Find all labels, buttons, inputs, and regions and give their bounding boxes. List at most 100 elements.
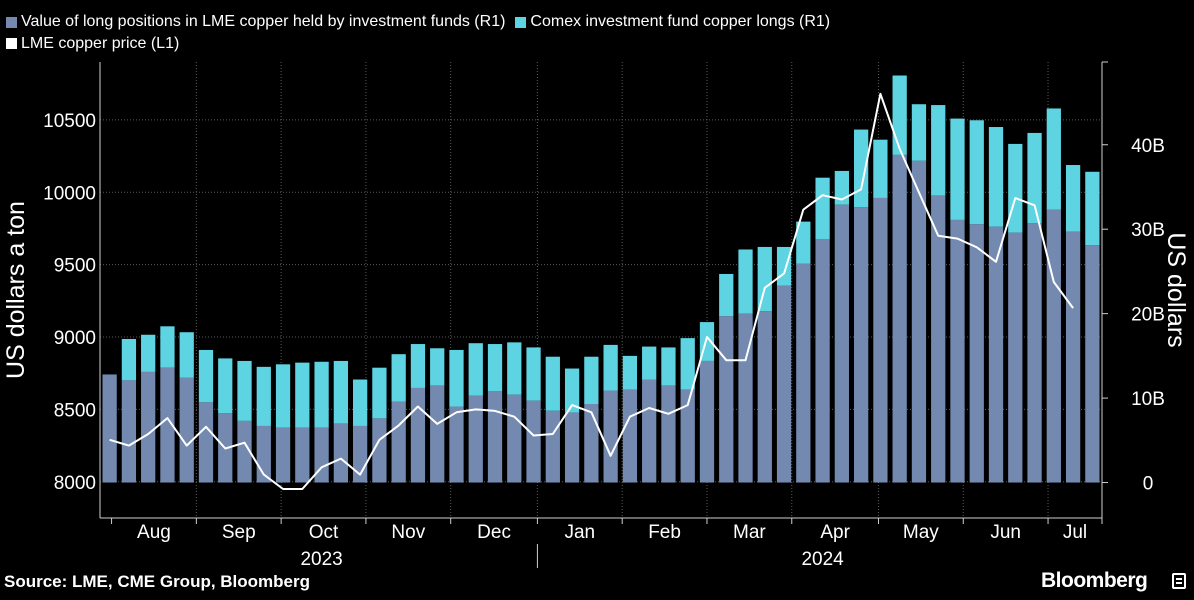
bar-lme-positions xyxy=(1065,231,1081,483)
bar-lme-positions xyxy=(1008,232,1023,483)
x-month-label: Jun xyxy=(990,522,1021,543)
bar-comex-longs xyxy=(757,246,772,312)
y-left-tick-label: 8500 xyxy=(54,400,96,421)
bar-comex-longs xyxy=(796,221,811,264)
bar-lme-positions xyxy=(988,226,1004,483)
y-right-tick-label: 30B xyxy=(1131,220,1165,241)
bar-lme-positions xyxy=(507,394,522,483)
bar-lme-positions xyxy=(622,389,638,483)
x-month-label: Mar xyxy=(733,522,766,543)
y-right-tick-label: 20B xyxy=(1131,305,1165,326)
bar-lme-positions xyxy=(275,427,291,483)
bar-comex-longs xyxy=(815,177,830,240)
bar-lme-positions xyxy=(141,371,156,483)
bar-lme-positions xyxy=(969,224,984,483)
bar-comex-longs xyxy=(179,332,194,378)
bar-comex-longs xyxy=(256,366,271,426)
bar-comex-longs xyxy=(372,367,387,419)
bar-comex-longs xyxy=(160,326,175,368)
bar-lme-positions xyxy=(564,412,580,483)
bar-lme-positions xyxy=(430,385,445,483)
legend-label: LME copper price (L1) xyxy=(21,34,180,52)
bar-comex-longs xyxy=(507,342,522,395)
bar-comex-longs xyxy=(969,120,984,225)
x-month-label: Dec xyxy=(477,522,511,543)
bar-comex-longs xyxy=(1027,132,1042,224)
bar-comex-longs xyxy=(295,362,310,428)
legend-entry: LME copper price (L1) xyxy=(6,34,179,54)
line-lme-copper-price xyxy=(109,92,1074,490)
bar-comex-longs xyxy=(622,355,638,390)
bloomberg-logo: Bloomberg xyxy=(1041,569,1148,592)
bar-lme-positions xyxy=(584,404,599,483)
x-month-label: Apr xyxy=(820,522,850,543)
bar-lme-positions xyxy=(680,389,695,483)
legend-label: Comex investment fund copper longs (R1) xyxy=(530,13,831,30)
bar-comex-longs xyxy=(545,356,560,411)
bar-comex-longs xyxy=(738,249,753,314)
bar-comex-longs xyxy=(892,75,907,155)
bar-comex-longs xyxy=(314,361,329,428)
bar-comex-longs xyxy=(931,105,946,196)
legend-entry: Value of long positions in LME copper he… xyxy=(6,12,505,32)
bar-lme-positions xyxy=(1046,209,1061,483)
bar-comex-longs xyxy=(449,349,464,407)
bar-comex-longs xyxy=(391,354,406,402)
bar-lme-positions xyxy=(815,239,830,483)
bar-comex-longs xyxy=(680,338,695,390)
bar-comex-longs xyxy=(526,347,541,401)
y-right-tick-label: 0 xyxy=(1143,474,1154,495)
bar-comex-longs xyxy=(1046,108,1061,210)
bar-lme-positions xyxy=(950,219,965,483)
y-left-tick-label: 9000 xyxy=(54,328,96,349)
bar-lme-positions xyxy=(1085,245,1100,483)
chart-legend: Value of long positions in LME copper he… xyxy=(6,12,1106,55)
bar-comex-longs xyxy=(198,349,214,403)
bar-comex-longs xyxy=(468,343,483,396)
bar-comex-longs xyxy=(988,127,1004,227)
y-left-axis-title: US dollars a ton xyxy=(2,201,30,379)
legend-swatch xyxy=(6,16,17,28)
bar-comex-longs xyxy=(584,356,599,404)
bar-comex-longs xyxy=(410,344,426,388)
bar-comex-longs xyxy=(430,348,445,386)
bar-lme-positions xyxy=(796,263,811,483)
y-right-tick-label: 10B xyxy=(1131,389,1165,410)
y-left-tick-label: 8000 xyxy=(54,473,96,494)
bar-comex-longs xyxy=(661,347,676,386)
bar-comex-longs xyxy=(776,246,792,286)
bar-lme-positions xyxy=(699,360,715,483)
bar-lme-positions xyxy=(911,160,927,483)
bar-lme-positions xyxy=(738,313,753,483)
y-left-tick-label: 9500 xyxy=(54,256,96,277)
y-right-axis-title: US dollars xyxy=(1162,232,1190,347)
bar-comex-longs xyxy=(218,358,233,414)
bar-lme-positions xyxy=(931,195,946,483)
bar-lme-positions xyxy=(854,207,869,483)
bar-lme-positions xyxy=(391,401,406,483)
bar-comex-longs xyxy=(141,334,156,372)
legend-swatch xyxy=(515,16,527,28)
bar-lme-positions xyxy=(121,380,137,483)
legend-entry: Comex investment fund copper longs (R1) xyxy=(515,12,830,32)
legend-label: Value of long positions in LME copper he… xyxy=(21,13,506,30)
bar-lme-positions xyxy=(314,427,329,483)
bar-lme-positions xyxy=(526,400,541,483)
terminal-icon xyxy=(1172,573,1186,589)
bar-comex-longs xyxy=(121,338,137,381)
bar-lme-positions xyxy=(545,410,560,483)
bar-lme-positions xyxy=(372,418,387,483)
bar-lme-positions xyxy=(237,420,252,483)
bar-comex-longs xyxy=(950,118,965,220)
bar-lme-positions xyxy=(468,395,483,483)
bar-lme-positions xyxy=(642,379,657,483)
x-month-label: Aug xyxy=(137,522,171,543)
bar-lme-positions xyxy=(295,427,310,483)
bar-comex-longs xyxy=(854,129,869,208)
x-year-label: 2023 xyxy=(300,549,342,570)
bar-lme-positions xyxy=(719,316,734,483)
bar-lme-positions xyxy=(487,391,503,483)
bar-comex-longs xyxy=(1085,171,1100,246)
bar-comex-longs xyxy=(911,104,927,161)
x-month-label: Feb xyxy=(648,522,681,543)
